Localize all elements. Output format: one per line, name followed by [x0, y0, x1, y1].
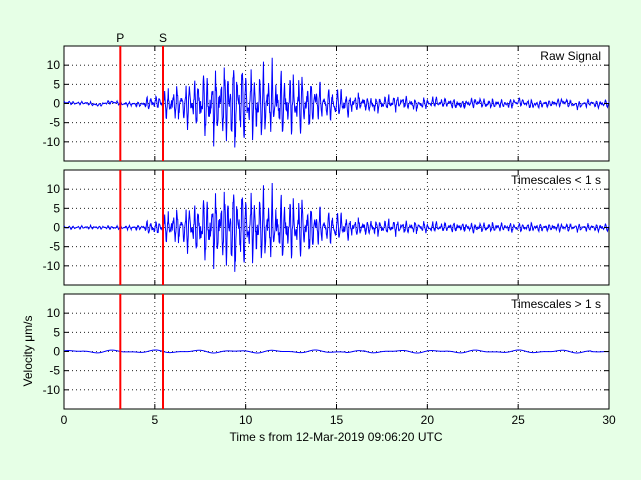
panel-long: 10 5 0 -5 -10 Timescales > 1 s: [43, 293, 610, 410]
panel-raw-trace: [63, 57, 610, 148]
xtick-label-0: 0: [61, 413, 68, 427]
xtick-label-15: 15: [330, 413, 344, 427]
xtick-label-5: 5: [151, 413, 158, 427]
panel-short-trace: [63, 183, 610, 272]
ytick-label-0: 0: [53, 221, 60, 235]
panel-short-markers: [119, 170, 165, 285]
xtick-label-10: 10: [239, 413, 253, 427]
panel-short-yticks: 10 5 0 -5 -10: [43, 170, 610, 285]
panel-raw-yticks: 10 5 0 -5 -10: [43, 46, 610, 161]
x-axis-label: Time s from 12-Mar-2019 09:06:20 UTC: [230, 430, 443, 444]
x-tick-labels: 0 5 10 15 20 25 30: [61, 413, 616, 427]
ytick-label-5: 5: [53, 325, 60, 339]
ytick-label-0: 0: [53, 97, 60, 111]
s-wave-label: S: [159, 31, 167, 45]
panel-short: 10 5 0 -5 -10 Timescales < 1 s: [43, 169, 610, 286]
y-axis-label: Velocity μm/s: [21, 316, 35, 387]
xtick-label-25: 25: [511, 413, 525, 427]
ytick-label-0: 0: [53, 345, 60, 359]
panel-raw-title: Raw Signal: [540, 49, 601, 63]
panel-raw: 10 5 0 -5 -10 Raw Signal: [43, 45, 610, 162]
xtick-label-20: 20: [421, 413, 435, 427]
ytick-label--10: -10: [43, 135, 61, 149]
ytick-label-5: 5: [53, 201, 60, 215]
ytick-label-10: 10: [47, 182, 61, 196]
panel-long-markers: [119, 294, 165, 409]
ytick-label--10: -10: [43, 259, 61, 273]
ytick-label-10: 10: [47, 58, 61, 72]
ytick-label-10: 10: [47, 306, 61, 320]
ytick-label-5: 5: [53, 77, 60, 91]
panel-long-trace: [63, 349, 610, 354]
ytick-label--5: -5: [49, 240, 60, 254]
panel-raw-markers: [119, 46, 165, 161]
phase-marker-labels: P S: [116, 31, 167, 45]
xtick-label-30: 30: [602, 413, 616, 427]
panel-long-yticks: 10 5 0 -5 -10: [43, 294, 610, 409]
p-wave-label: P: [116, 31, 124, 45]
panel-long-title: Timescales > 1 s: [511, 297, 601, 311]
ytick-label--10: -10: [43, 383, 61, 397]
ytick-label--5: -5: [49, 116, 60, 130]
ytick-label--5: -5: [49, 364, 60, 378]
panel-short-title: Timescales < 1 s: [511, 173, 601, 187]
